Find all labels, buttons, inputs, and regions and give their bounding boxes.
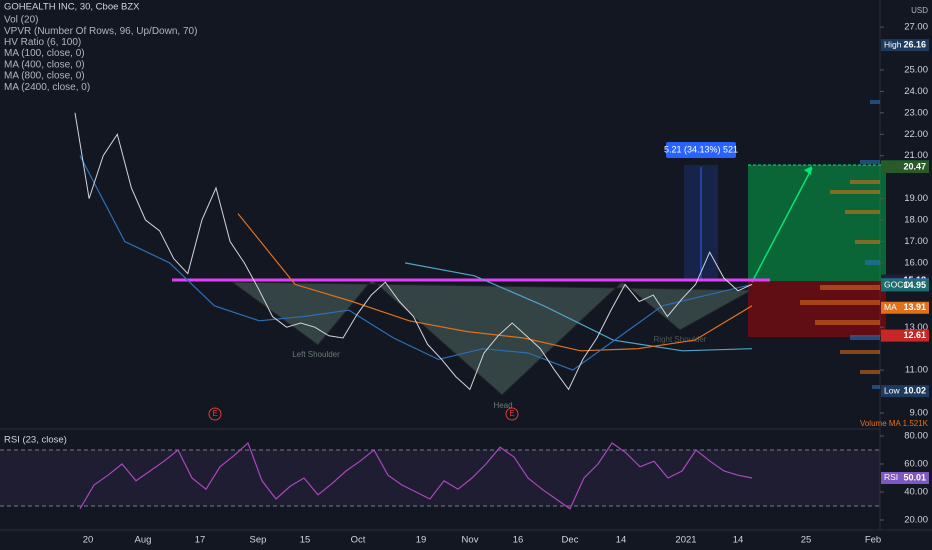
pattern-label: Left Shoulder — [292, 350, 340, 359]
pattern-label: Right Shoulder — [654, 335, 707, 344]
symbol-title[interactable]: GOHEALTH INC, 30, Cboe BZX — [4, 2, 140, 13]
rsi-tick-label: 20.00 — [904, 515, 928, 526]
ma-line — [237, 213, 753, 352]
price-tick-label: 21.00 — [904, 150, 928, 161]
time-label: Oct — [351, 535, 366, 546]
rsi-badge-value: 50.01 — [903, 472, 926, 482]
price-tick-label: 11.00 — [905, 365, 928, 376]
price-tick-label: 13.00 — [904, 322, 928, 333]
badge-tag: Low — [884, 385, 900, 395]
volume-profile — [800, 180, 880, 374]
price-tick-label: 24.00 — [904, 86, 928, 97]
time-label: 14 — [616, 535, 627, 546]
badge-value: 10.02 — [903, 386, 926, 396]
indicator-label[interactable]: MA (2400, close, 0) — [4, 82, 90, 93]
rsi-tick-label: 60.00 — [904, 459, 928, 470]
measure-label: 5.21 (34.13%) 521 — [664, 144, 738, 154]
time-label: 17 — [195, 535, 206, 546]
loss-zone — [748, 281, 886, 337]
time-label: Nov — [462, 535, 479, 546]
badge-value: 14.95 — [903, 280, 926, 290]
earnings-marker[interactable] — [208, 407, 222, 421]
rsi-badge — [881, 471, 929, 484]
time-label: 2021 — [675, 535, 696, 546]
indicator-label[interactable]: Vol (20) — [4, 15, 38, 26]
price-tick-label: 16.00 — [904, 257, 928, 268]
ma-line — [79, 155, 753, 371]
profit-zone — [748, 165, 886, 281]
price-tick-label: 25.00 — [904, 64, 928, 75]
price-tick-label: 18.00 — [904, 215, 928, 226]
time-label: 14 — [733, 535, 744, 546]
badge-value: 26.16 — [903, 39, 926, 49]
time-label: Aug — [135, 535, 152, 546]
rsi-tick-label: 80.00 — [904, 431, 928, 442]
ma-line — [404, 262, 753, 352]
time-label: Feb — [865, 535, 881, 546]
price-badge — [881, 385, 929, 398]
price-tick-label: 23.00 — [904, 107, 928, 118]
indicator-label[interactable]: MA (100, close, 0) — [4, 48, 85, 59]
price-tick-label: 17.00 — [904, 236, 928, 247]
pattern-label: Head — [493, 401, 512, 410]
price-tick-label: 27.00 — [904, 22, 928, 33]
badge-value: 12.61 — [903, 330, 926, 340]
indicator-label[interactable]: MA (800, close, 0) — [4, 71, 85, 82]
time-label: 16 — [513, 535, 524, 546]
rsi-band — [0, 450, 880, 506]
measure-label-box — [666, 142, 736, 158]
indicator-label[interactable]: MA (400, close, 0) — [4, 59, 85, 70]
projection-arrow — [751, 167, 813, 283]
time-label: 25 — [801, 535, 812, 546]
badge-tag: MA — [884, 302, 897, 312]
price-tick-label: 9.00 — [910, 408, 929, 419]
currency: USD — [911, 6, 928, 15]
arrow-head — [804, 166, 812, 175]
price-tick-label: 22.00 — [904, 129, 928, 140]
indicator-label[interactable]: HV Ratio (6, 100) — [4, 37, 81, 48]
price-badge — [881, 301, 929, 314]
earnings-marker[interactable] — [505, 407, 519, 421]
time-label: 15 — [300, 535, 311, 546]
price-line — [74, 112, 753, 391]
price-tick-label: 19.00 — [904, 193, 928, 204]
rsi-line — [79, 441, 753, 510]
badge-value: 20.47 — [903, 161, 926, 171]
price-badge — [881, 279, 929, 292]
time-label: 20 — [83, 535, 94, 546]
badge-tag: GOCO — [884, 280, 910, 290]
rsi-title[interactable]: RSI (23, close) — [4, 435, 67, 446]
rsi-tick-label: 40.00 — [904, 487, 928, 498]
time-label: Sep — [250, 535, 267, 546]
volume-ma-label: Volume MA 1.521K — [860, 419, 929, 428]
earnings-label: E — [212, 409, 217, 418]
indicator-label[interactable]: VPVR (Number Of Rows, 96, Up/Down, 70) — [4, 26, 197, 37]
earnings-label: E — [509, 409, 514, 418]
time-label: 19 — [416, 535, 427, 546]
price-badge — [881, 161, 929, 174]
price-badge — [881, 329, 929, 342]
badge-value: 13.91 — [903, 302, 926, 312]
time-label: Dec — [562, 535, 579, 546]
price-badge — [881, 39, 929, 52]
badge-tag: High — [884, 39, 902, 49]
volume-profile — [850, 100, 880, 389]
rsi-badge-tag: RSI — [884, 472, 898, 482]
